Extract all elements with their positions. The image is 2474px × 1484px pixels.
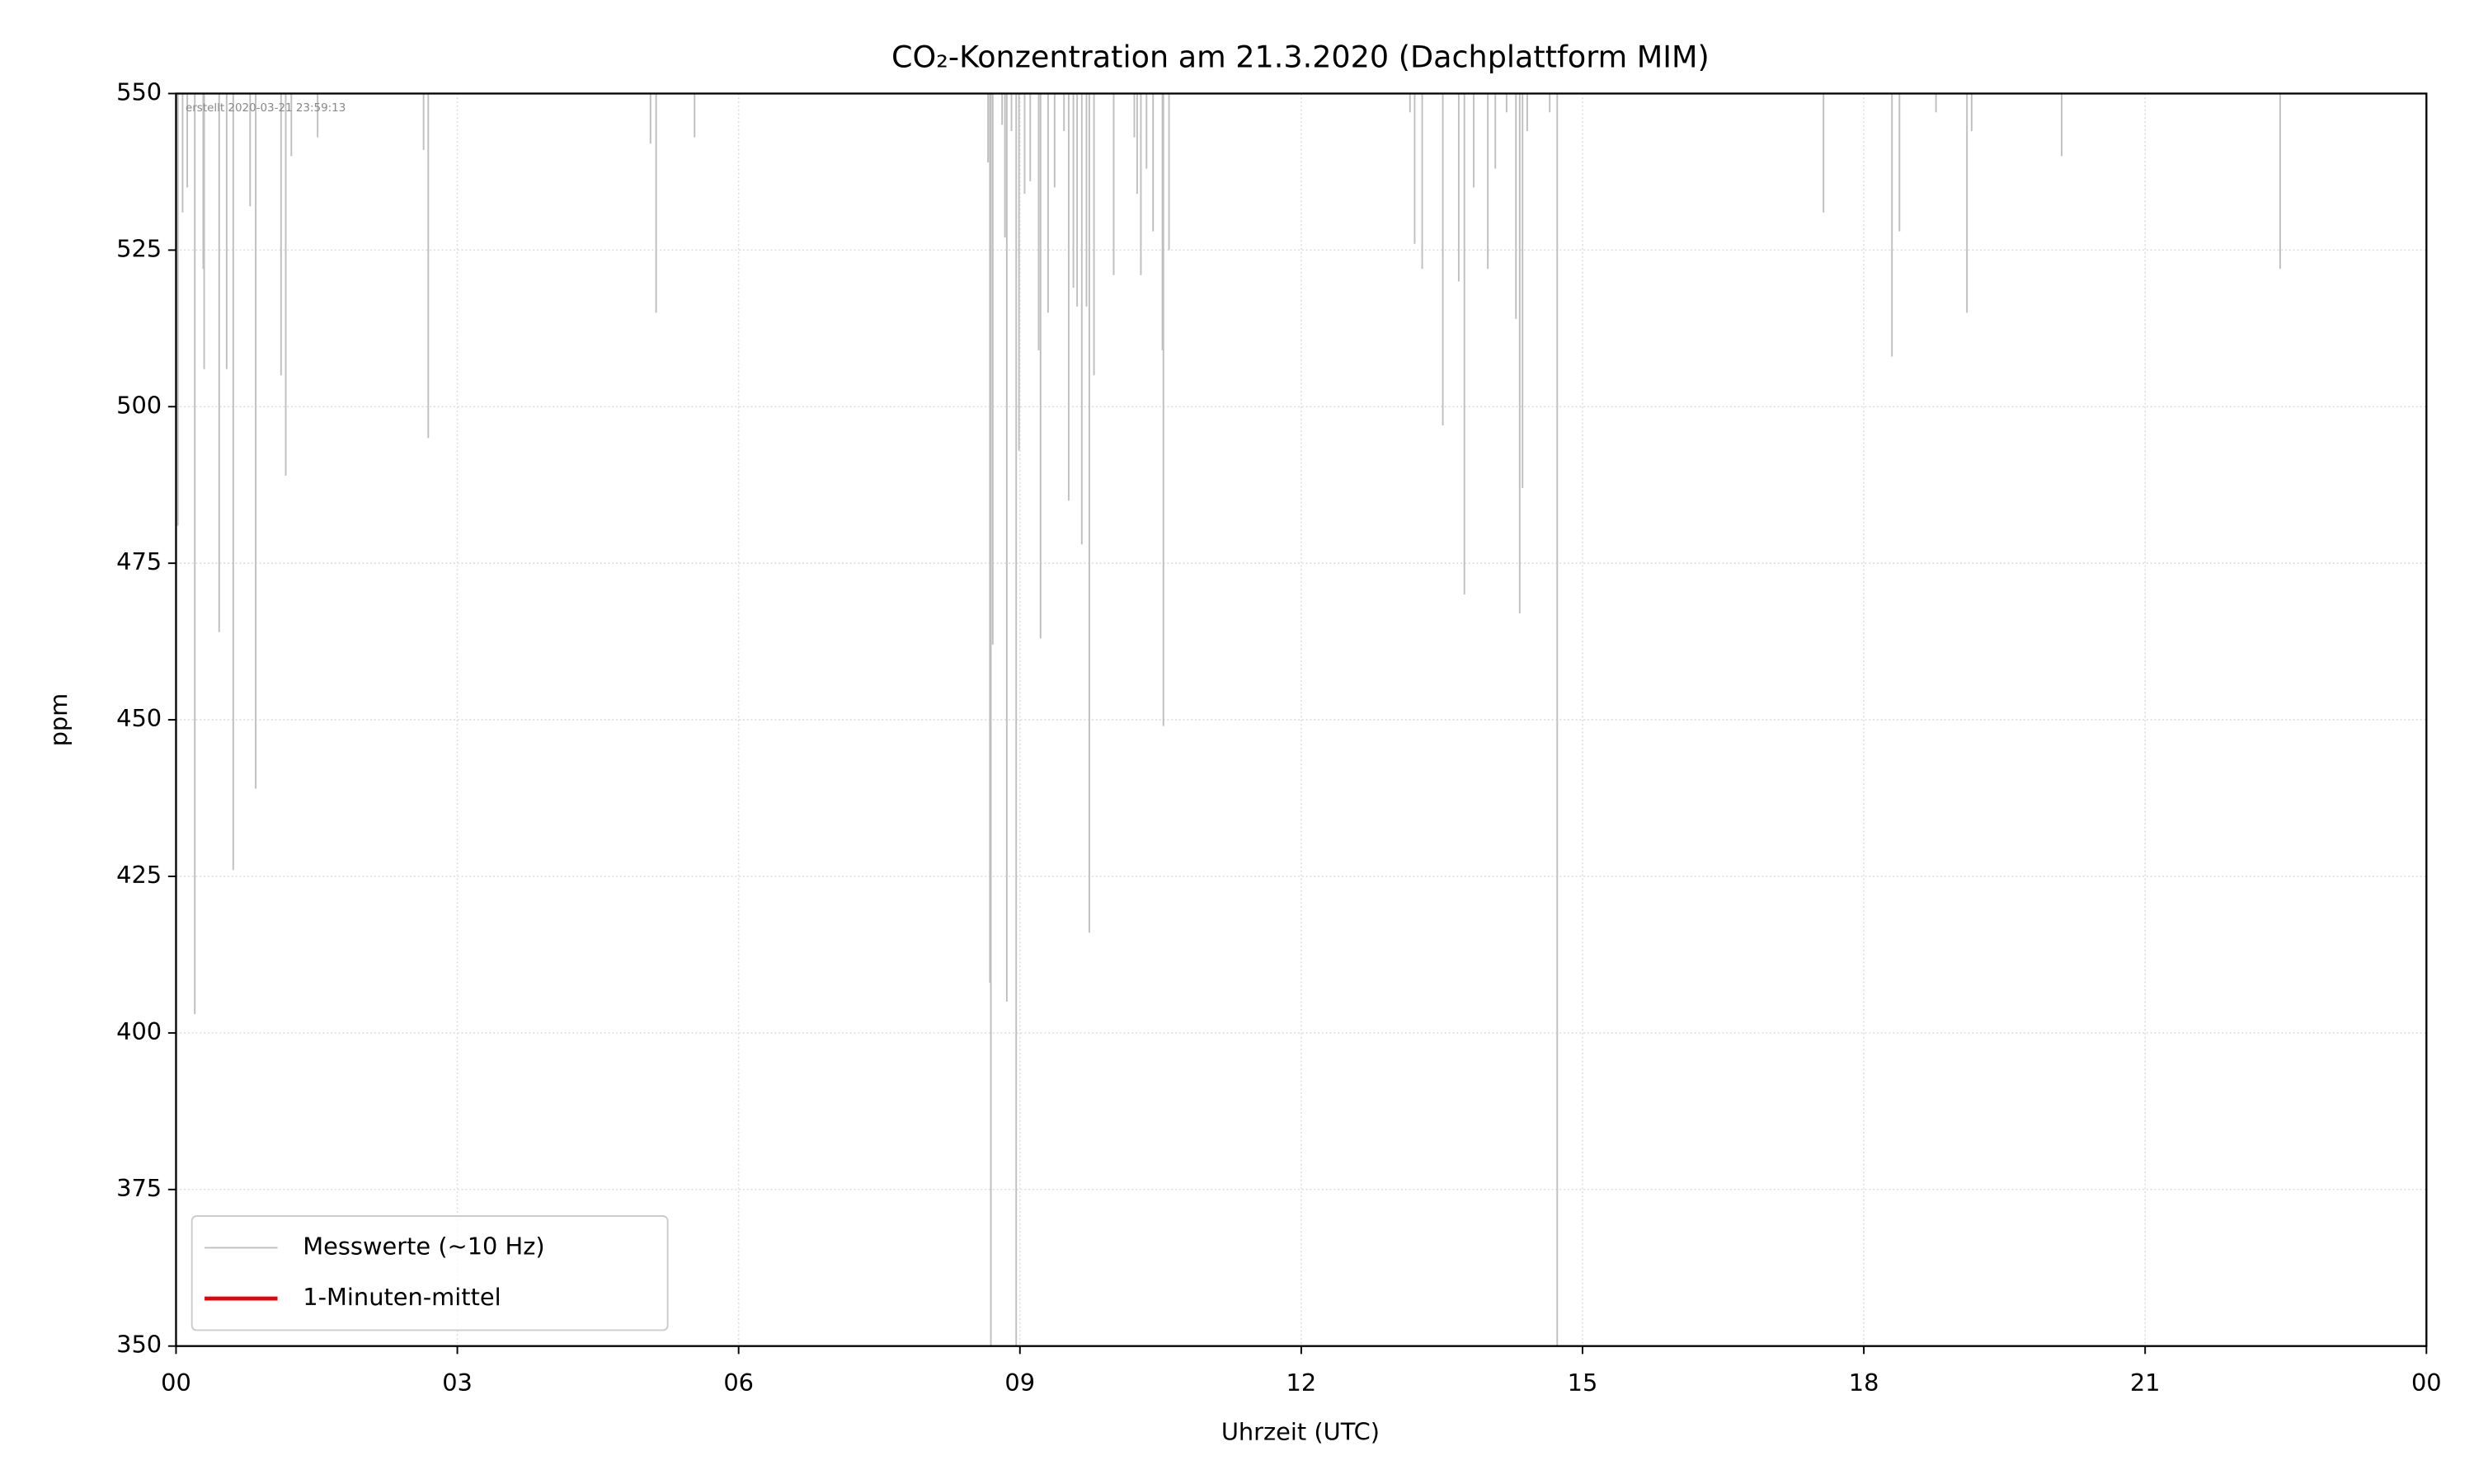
x-tick-label: 00	[2411, 1369, 2442, 1397]
x-tick-label: 15	[1568, 1369, 1598, 1397]
y-tick-label: 525	[116, 234, 162, 262]
legend-label: 1-Minuten-mittel	[303, 1283, 501, 1311]
x-tick-label: 18	[1849, 1369, 1879, 1397]
x-axis-label: Uhrzeit (UTC)	[1221, 1417, 1380, 1445]
x-tick-label: 06	[723, 1369, 754, 1397]
legend: Messwerte (~10 Hz) 1-Minuten-mittel	[190, 1215, 669, 1331]
y-tick-label: 475	[116, 547, 162, 575]
x-tick-label: 09	[1004, 1369, 1035, 1397]
y-tick-label: 500	[116, 391, 162, 419]
y-tick-label: 550	[116, 77, 162, 106]
y-tick-label: 375	[116, 1174, 162, 1202]
x-tick-label: 00	[161, 1369, 191, 1397]
x-tick-label: 03	[442, 1369, 473, 1397]
x-tick-label: 21	[2130, 1369, 2161, 1397]
legend-box	[190, 1215, 669, 1331]
legend-label: Messwerte (~10 Hz)	[303, 1232, 544, 1260]
plot-area	[176, 93, 2281, 1346]
x-tick-label: 12	[1286, 1369, 1317, 1397]
y-tick-label: 350	[116, 1331, 162, 1359]
axes: 350 375 400 425 450 475 500 525 550 00 03 06 09 12 15 1…	[116, 77, 2442, 1396]
annotation: erstellt 2020-03-21 23:59:13	[186, 102, 346, 115]
y-tick-label: 400	[116, 1017, 162, 1045]
y-tick-label: 425	[116, 861, 162, 889]
y-tick-label: 450	[116, 704, 162, 732]
y-axis-label: ppm	[45, 693, 73, 747]
grid	[175, 92, 2428, 1347]
chart-title: CO₂-Konzentration am 21.3.2020 (Dachplat…	[891, 40, 1710, 75]
